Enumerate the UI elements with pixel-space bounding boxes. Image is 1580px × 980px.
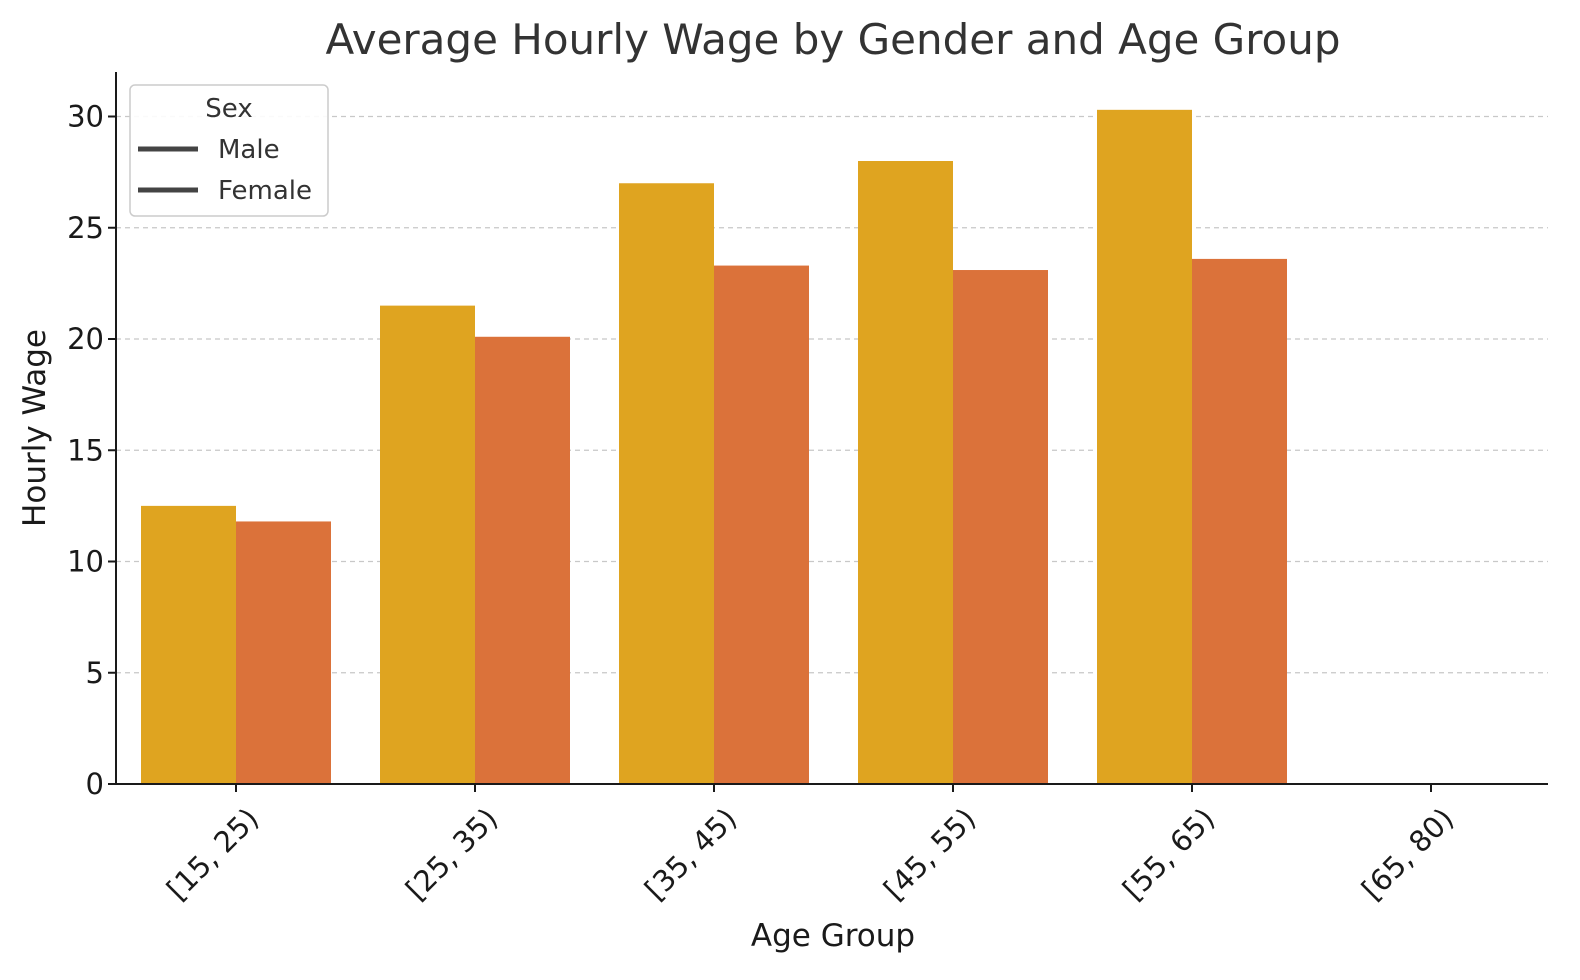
- y-tick-label: 0: [86, 767, 104, 801]
- y-tick-label: 15: [67, 433, 104, 467]
- legend-label-male: Male: [218, 135, 280, 165]
- bars: [141, 109, 1287, 784]
- bar-female-0: [236, 521, 331, 784]
- legend-title: Sex: [205, 94, 252, 124]
- x-tick-label: [45, 55): [877, 801, 982, 906]
- y-axis-label: Hourly Wage: [17, 329, 53, 527]
- gridlines: [116, 115, 1548, 674]
- chart-title: Average Hourly Wage by Gender and Age Gr…: [325, 15, 1340, 64]
- x-tick-label: [25, 35): [399, 801, 504, 906]
- bar-male-1: [380, 305, 475, 784]
- y-tick-label: 20: [67, 322, 104, 356]
- x-ticks: [15, 25) [25, 35) [35, 45) [45, 55) [55, 65)…: [160, 784, 1460, 907]
- bar-male-4: [1097, 109, 1192, 784]
- y-ticks: 0 5 10 15 20 25 30: [67, 100, 116, 801]
- legend-label-female: Female: [218, 176, 312, 206]
- y-tick-label: 5: [86, 656, 104, 690]
- x-tick-label: [65, 80): [1355, 801, 1460, 906]
- y-tick-label: 25: [67, 211, 104, 245]
- x-axis-label: Age Group: [751, 918, 915, 954]
- bar-male-2: [619, 183, 714, 784]
- axes: [115, 72, 1548, 785]
- x-tick-label: [15, 25): [160, 801, 265, 906]
- x-tick-label: [35, 45): [638, 801, 743, 906]
- bar-female-1: [475, 336, 570, 784]
- bar-female-3: [953, 270, 1048, 784]
- bar-female-4: [1192, 258, 1287, 784]
- bar-male-3: [858, 161, 953, 784]
- x-tick-label: [55, 65): [1116, 801, 1221, 906]
- y-tick-label: 30: [67, 100, 104, 134]
- bar-female-2: [714, 265, 809, 784]
- y-tick-label: 10: [67, 545, 104, 579]
- legend: Sex Male Female: [129, 84, 329, 217]
- bar-male-0: [141, 505, 236, 784]
- legend-box: [129, 84, 329, 217]
